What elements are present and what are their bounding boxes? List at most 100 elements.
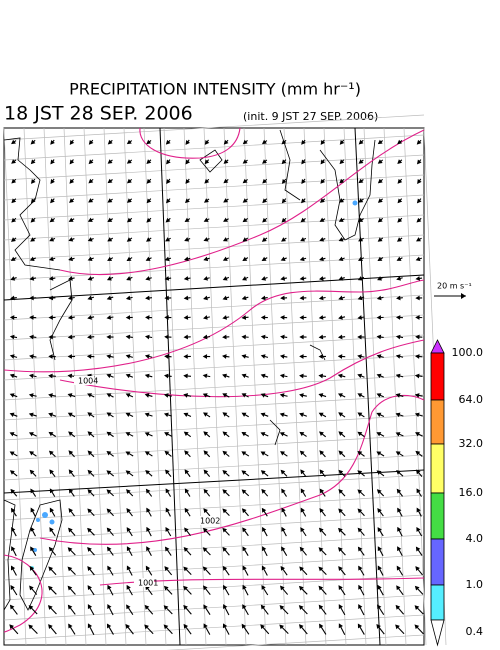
wind-head (145, 565, 151, 571)
wind-head (69, 159, 75, 165)
wind-head (68, 508, 74, 513)
wind-head (125, 334, 131, 340)
isobar (3, 279, 425, 373)
wind-head (203, 469, 209, 475)
wind-head (261, 256, 267, 261)
wind-head (67, 566, 73, 572)
wind-head (126, 604, 131, 610)
wind-head (106, 527, 112, 533)
grid-line (63, 127, 87, 646)
wind-head (106, 295, 112, 301)
wind-head (166, 198, 171, 204)
wind-head (298, 585, 304, 591)
wind-head (9, 432, 15, 437)
wind-head (299, 450, 305, 456)
wind-head (145, 276, 151, 281)
wind-head (183, 334, 188, 340)
wind-scale-head (461, 293, 466, 299)
wind-head (87, 276, 93, 281)
wind-head (67, 295, 73, 301)
wind-head (319, 450, 325, 456)
wind-head (29, 469, 35, 475)
wind-head (29, 565, 35, 571)
wind-head (164, 566, 170, 572)
wind-head (183, 393, 189, 398)
wind-head (185, 179, 190, 184)
wind-head (222, 527, 228, 533)
wind-head (48, 566, 54, 572)
wind-head (163, 393, 169, 398)
wind-head (415, 450, 421, 456)
wind-head (87, 508, 93, 514)
wind-head (260, 295, 266, 301)
rain (42, 512, 48, 518)
wind-head (242, 527, 247, 533)
wind-head (203, 295, 208, 301)
wind-head (9, 624, 14, 630)
wind-head (415, 276, 421, 281)
wind-head (320, 140, 326, 145)
wind-head (396, 470, 401, 475)
wind-head (415, 354, 420, 359)
wind-head (357, 276, 363, 281)
colorbar: 100.0 64.0 32.0 16.0 4.0 1.0 0.4 (430, 339, 483, 647)
wind-head (318, 547, 324, 552)
wind-head (87, 566, 92, 571)
wind-head (338, 566, 343, 571)
grid-line (303, 127, 327, 646)
wind-head (125, 470, 131, 475)
wind-head (299, 566, 304, 572)
wind-head (241, 412, 247, 417)
wind-head (299, 256, 305, 262)
wind-head (376, 623, 381, 629)
wind-head (107, 217, 113, 222)
grid-line (43, 127, 67, 646)
wind-head (318, 295, 324, 301)
wind-head (241, 295, 247, 301)
wind-head (69, 198, 74, 203)
wind-head (339, 198, 344, 203)
wind-head (414, 412, 420, 418)
wind-head (184, 237, 190, 242)
wind-head (163, 412, 169, 418)
rain (352, 200, 358, 206)
map-area: 1004 1002 1001 (3, 114, 447, 650)
wind-head (416, 526, 421, 532)
wind-head (377, 604, 382, 610)
wind-head (242, 584, 247, 590)
wind-head (358, 237, 364, 242)
wind-head (414, 605, 420, 610)
wind-head (183, 295, 189, 301)
wind-head (299, 276, 305, 281)
wind-head (50, 198, 55, 204)
wind-head (145, 315, 150, 320)
wind-head (30, 546, 35, 552)
wind-head (260, 470, 266, 475)
wind-head (30, 198, 36, 204)
wind-head (29, 295, 34, 301)
wind-head (163, 585, 169, 591)
wind-head (377, 237, 383, 242)
wind-head (299, 373, 304, 379)
wind-head (358, 584, 363, 590)
wind-head (204, 140, 210, 145)
wind-head (358, 159, 364, 164)
wind-head (164, 373, 169, 379)
wind-head (414, 373, 420, 379)
wind-head (222, 373, 227, 379)
wind-head (300, 237, 306, 242)
wind-head (166, 179, 171, 184)
wind-head (242, 565, 247, 571)
wind-head (281, 139, 287, 145)
wind-head (146, 507, 151, 513)
wind-head (260, 373, 266, 379)
wind-head (9, 604, 15, 610)
wind-head (203, 623, 208, 629)
wind-head (260, 451, 266, 456)
wind-head (318, 373, 324, 379)
wind-head (31, 179, 36, 184)
wind-head (357, 393, 363, 398)
wind-head (125, 432, 131, 437)
wind-head (338, 469, 344, 475)
wind-head (416, 139, 422, 145)
